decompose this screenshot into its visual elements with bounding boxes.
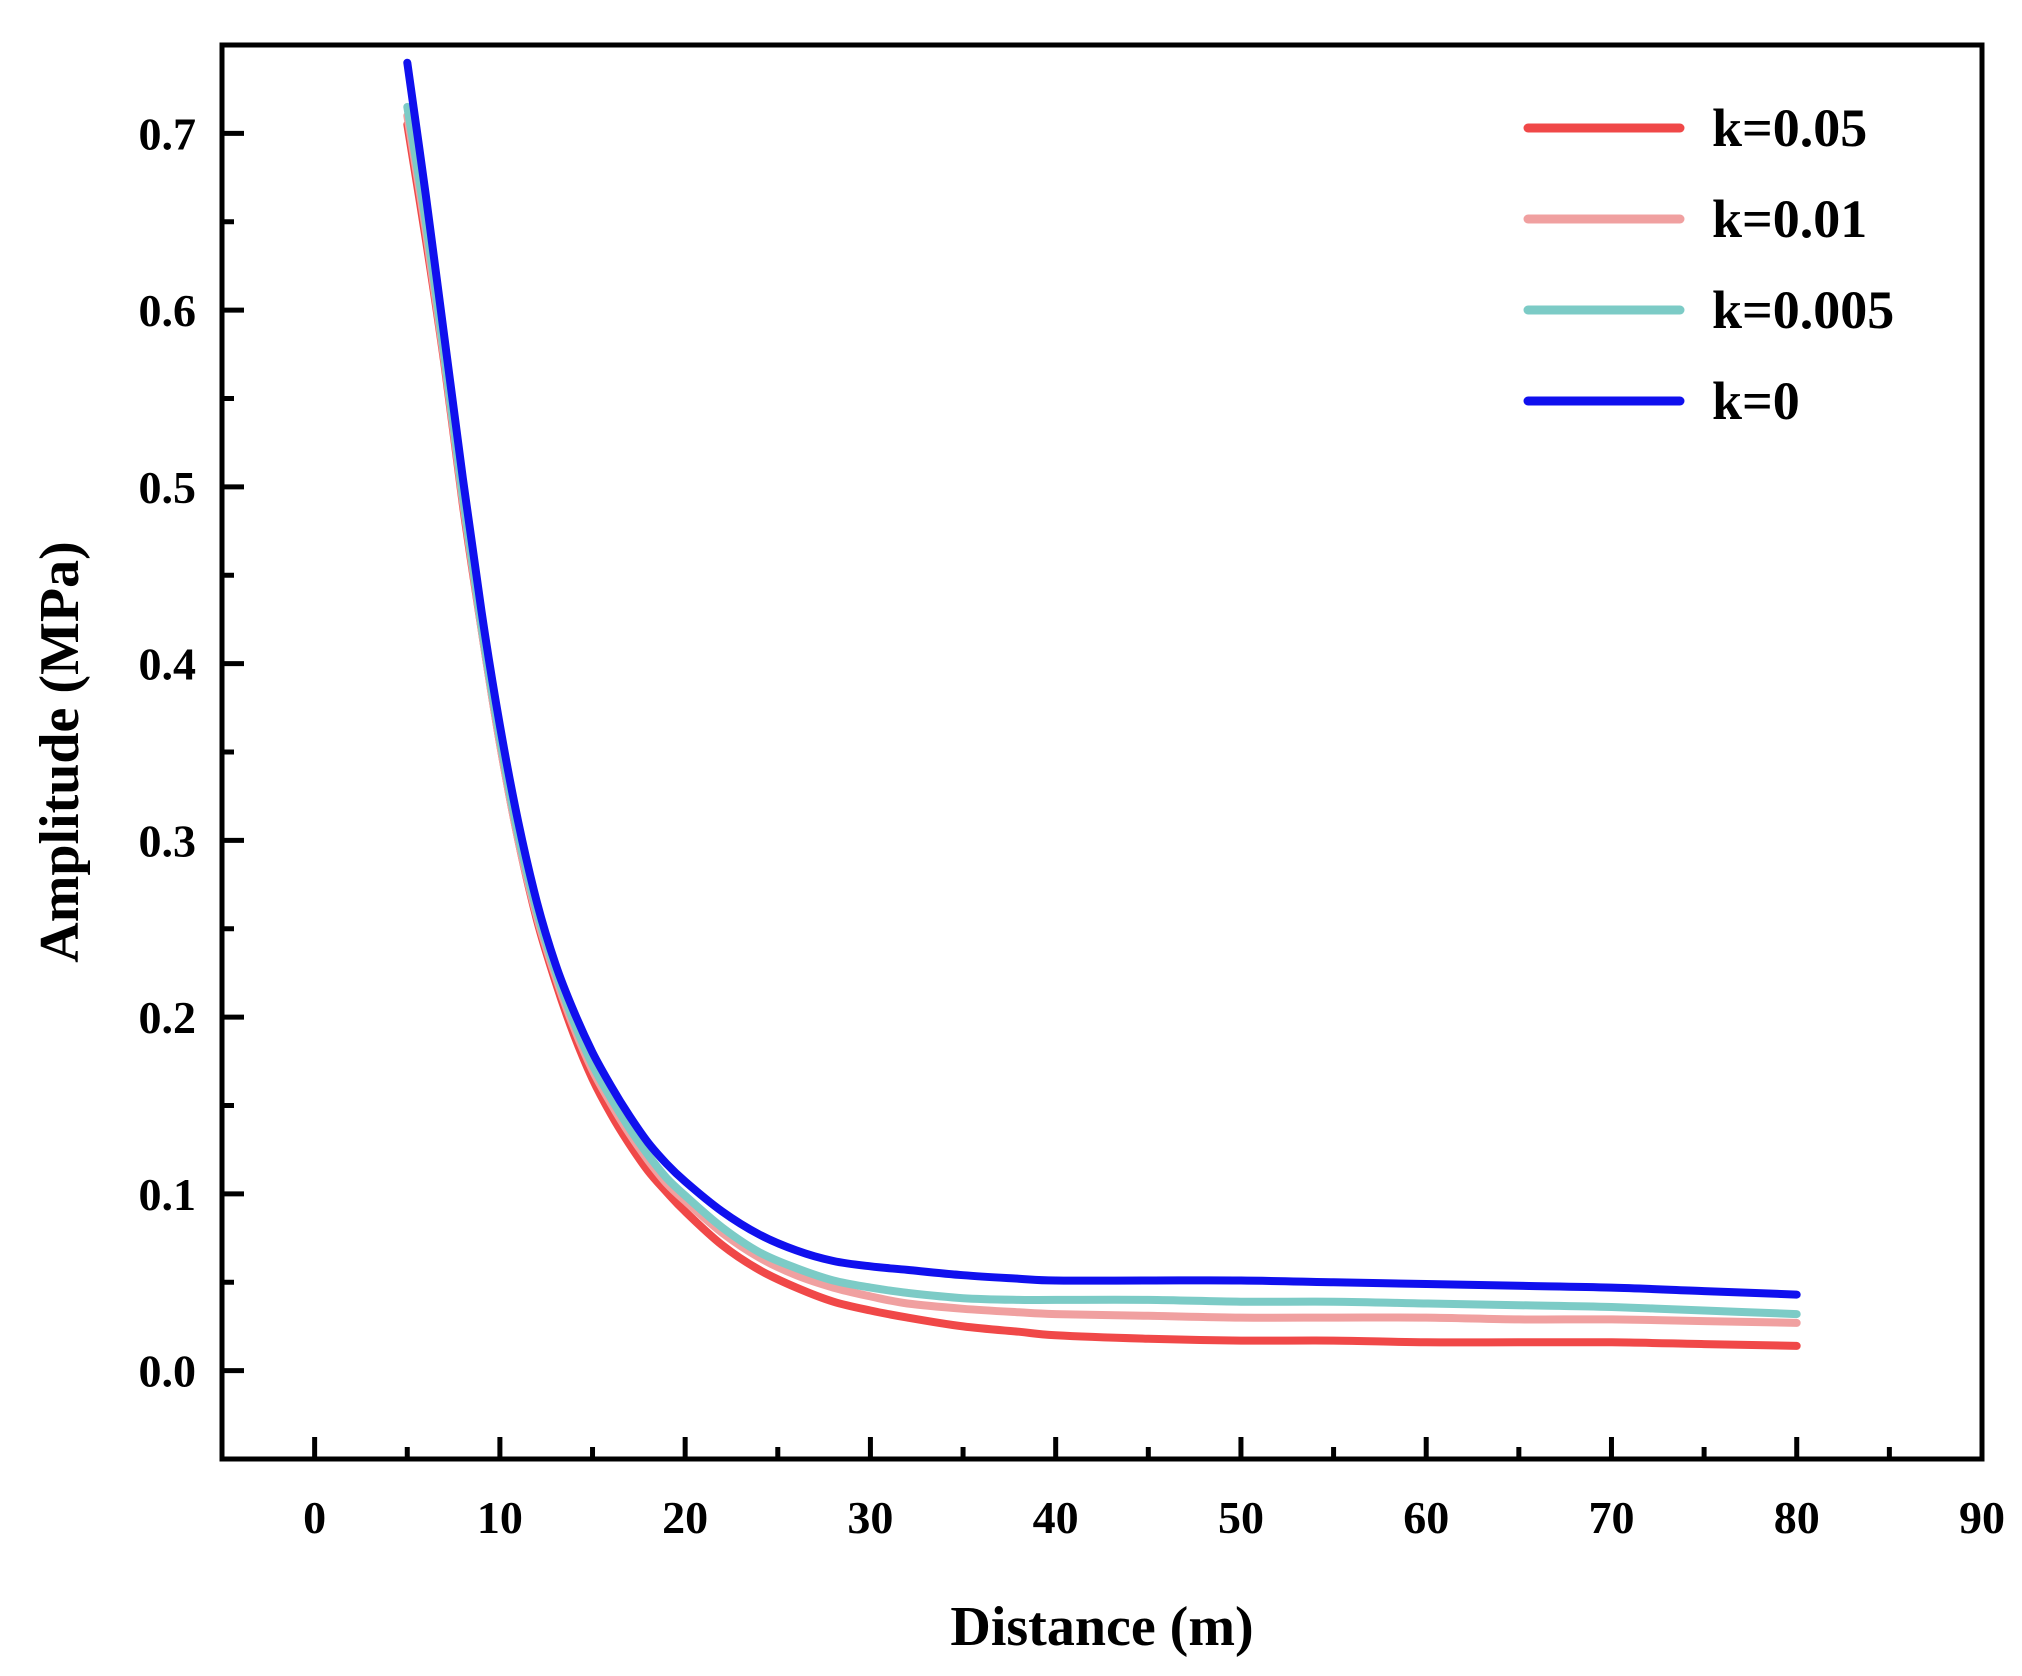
y-tick-label: 0.3 <box>139 815 197 866</box>
y-tick-label: 0.7 <box>139 108 197 159</box>
x-tick-label: 50 <box>1218 1492 1264 1543</box>
x-tick-label: 20 <box>662 1492 708 1543</box>
x-tick-label: 80 <box>1774 1492 1820 1543</box>
x-tick-label: 10 <box>477 1492 523 1543</box>
y-axis-ticks: 0.0 0.1 0.2 0.3 0.4 0.5 0.6 0.7 <box>139 108 244 1397</box>
legend-label: k=0.05 <box>1712 98 1867 158</box>
x-axis-ticks: 0 10 20 30 40 50 60 70 80 90 <box>303 1437 2005 1543</box>
legend-label: k=0.01 <box>1712 189 1867 249</box>
x-tick-label: 0 <box>303 1492 326 1543</box>
y-tick-label: 0.4 <box>139 639 197 690</box>
y-tick-label: 0.0 <box>139 1346 197 1397</box>
x-tick-label: 60 <box>1403 1492 1449 1543</box>
legend: k=0.05 k=0.01 k=0.005 k=0 <box>1523 98 1894 431</box>
y-tick-label: 0.2 <box>139 992 197 1043</box>
x-axis-title: Distance (m) <box>950 1596 1253 1658</box>
y-tick-label: 0.6 <box>139 285 197 336</box>
series-layer <box>403 58 1801 1350</box>
y-axis-title: Amplitude (MPa) <box>29 541 91 963</box>
x-tick-label: 40 <box>1033 1492 1079 1543</box>
series-line-k-0 <box>403 58 1801 1299</box>
x-tick-label: 90 <box>1959 1492 2005 1543</box>
x-tick-label: 70 <box>1588 1492 1634 1543</box>
legend-label: k=0.005 <box>1712 280 1894 340</box>
y-tick-label: 0.5 <box>139 462 197 513</box>
x-tick-label: 30 <box>847 1492 893 1543</box>
y-tick-label: 0.1 <box>139 1169 197 1220</box>
legend-label: k=0 <box>1712 371 1800 431</box>
